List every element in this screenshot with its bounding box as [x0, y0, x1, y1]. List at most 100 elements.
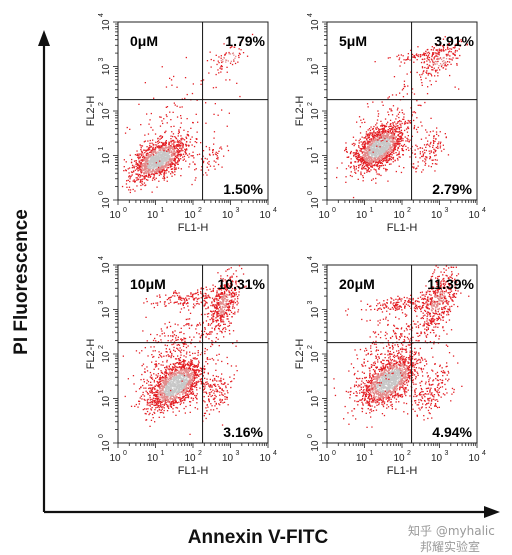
data-point [138, 160, 140, 162]
data-point [165, 153, 167, 155]
data-point [393, 149, 395, 151]
data-point [350, 166, 352, 168]
data-point [387, 130, 390, 133]
data-point [171, 146, 174, 148]
data-point [373, 158, 375, 160]
data-point [397, 159, 399, 161]
data-point [169, 386, 171, 389]
data-point [405, 59, 407, 61]
y-tick: 102 [98, 102, 112, 120]
data-point [152, 163, 154, 165]
data-point [171, 378, 174, 380]
data-point [386, 149, 388, 151]
data-point [173, 366, 175, 369]
data-point [440, 150, 443, 152]
data-point [398, 135, 400, 138]
data-point [146, 149, 148, 152]
data-point [148, 149, 150, 151]
data-point [173, 139, 175, 142]
data-point [380, 143, 382, 145]
data-point [345, 148, 347, 150]
data-point [167, 382, 169, 385]
data-point [143, 163, 145, 165]
data-point [197, 380, 199, 382]
data-point [145, 179, 148, 181]
data-point [182, 138, 184, 140]
data-point [424, 58, 426, 60]
data-point [147, 155, 149, 157]
data-point [150, 164, 153, 166]
data-point [375, 164, 377, 166]
data-point [383, 155, 385, 157]
data-point [171, 369, 173, 372]
data-point [196, 358, 198, 360]
data-point [386, 145, 388, 147]
data-point [387, 144, 389, 146]
data-point [387, 160, 390, 162]
data-point [144, 140, 146, 142]
data-point [134, 181, 136, 183]
scatter-points [336, 36, 468, 199]
data-point [365, 155, 367, 157]
data-point [369, 140, 371, 143]
data-point [380, 125, 383, 127]
data-point [385, 146, 387, 148]
data-point [164, 152, 166, 154]
data-point [182, 379, 184, 381]
data-point [157, 382, 159, 385]
data-point [381, 155, 383, 157]
data-point [215, 151, 217, 153]
data-point [144, 157, 147, 159]
data-point [205, 172, 207, 174]
data-point [444, 62, 446, 64]
data-point [375, 150, 377, 152]
data-point [185, 397, 187, 399]
data-point [194, 377, 197, 379]
data-point [179, 374, 181, 376]
data-point [426, 144, 428, 146]
data-point [169, 403, 171, 406]
data-point [167, 164, 169, 166]
data-point [420, 138, 423, 140]
data-point [160, 395, 162, 397]
data-point [178, 387, 181, 389]
data-point [401, 122, 403, 125]
data-point [153, 176, 155, 178]
data-point [187, 370, 189, 372]
data-point [197, 374, 199, 376]
data-point [386, 159, 388, 162]
data-point [363, 160, 365, 162]
data-point [377, 110, 379, 112]
data-point [171, 401, 173, 403]
data-point [125, 169, 127, 171]
data-point [407, 53, 409, 55]
data-point [400, 137, 402, 139]
data-point [197, 369, 199, 371]
data-point [403, 85, 406, 88]
data-point [148, 170, 151, 172]
data-point [159, 411, 162, 414]
data-point [146, 173, 148, 175]
data-point [143, 398, 145, 401]
data-point [163, 157, 165, 160]
data-point [200, 169, 202, 171]
data-point [169, 376, 171, 378]
data-point [179, 396, 181, 399]
data-point [368, 148, 370, 150]
data-point [385, 131, 387, 133]
data-point [361, 162, 363, 164]
data-point [394, 148, 397, 151]
data-point [366, 141, 368, 143]
data-point [382, 132, 384, 134]
data-point [432, 52, 434, 54]
data-point [410, 107, 412, 109]
data-point [438, 54, 440, 56]
data-point [439, 147, 441, 149]
data-point [430, 141, 432, 144]
data-point [364, 151, 367, 154]
x-tick-label: 10 [109, 210, 121, 221]
data-point [173, 388, 175, 390]
data-point [387, 131, 389, 133]
data-point [177, 150, 179, 152]
data-point [158, 397, 160, 399]
